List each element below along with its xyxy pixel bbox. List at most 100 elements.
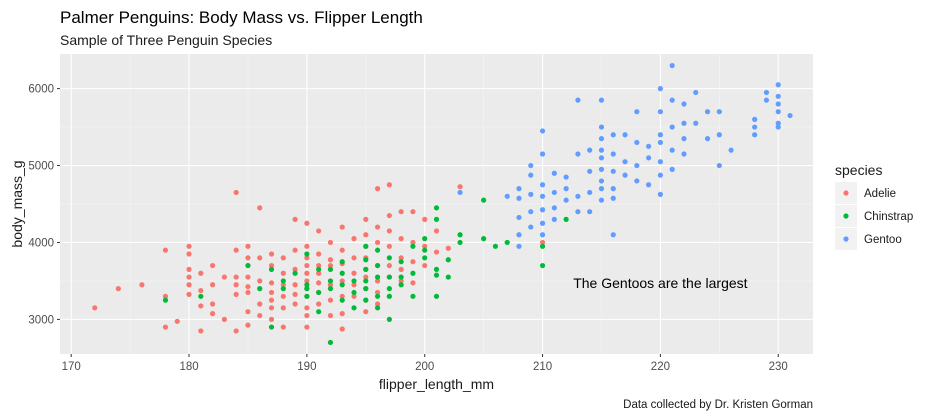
data-point-adelie	[198, 287, 204, 294]
data-point-adelie	[268, 262, 275, 269]
data-point-adelie	[386, 243, 392, 249]
data-point-adelie	[398, 209, 404, 215]
data-point-gentoo	[716, 132, 722, 138]
data-point-adelie	[351, 255, 357, 261]
major-gridlines	[60, 54, 813, 354]
data-point-adelie	[422, 216, 428, 222]
data-point-gentoo	[551, 170, 557, 176]
data-point-adelie	[304, 270, 310, 276]
data-point-chinstrap	[386, 274, 392, 280]
data-point-gentoo	[598, 186, 605, 192]
data-point-adelie	[280, 293, 286, 299]
data-point-gentoo	[763, 89, 770, 96]
data-point-adelie	[351, 293, 357, 299]
data-point-adelie	[233, 189, 239, 196]
data-point-adelie	[386, 182, 392, 188]
data-point-adelie	[186, 251, 192, 257]
data-point-gentoo	[575, 193, 581, 199]
data-point-gentoo	[752, 124, 758, 130]
data-point-gentoo	[634, 162, 640, 169]
data-point-adelie	[433, 228, 440, 234]
data-point-gentoo	[622, 159, 628, 165]
data-point-gentoo	[610, 168, 616, 174]
data-point-adelie	[221, 316, 227, 322]
y-axis-ticks: 3000 4000 5000 6000	[28, 84, 60, 326]
data-point-chinstrap	[292, 270, 298, 276]
data-point-adelie	[268, 289, 275, 296]
data-point-adelie	[115, 286, 121, 292]
data-point-chinstrap	[257, 286, 263, 292]
data-point-chinstrap	[492, 243, 499, 249]
data-point-gentoo	[528, 191, 534, 197]
data-point-chinstrap	[374, 305, 381, 311]
data-point-gentoo	[539, 220, 546, 226]
data-point-gentoo	[539, 232, 546, 238]
data-point-chinstrap	[268, 266, 275, 272]
x-tick-label: 220	[651, 361, 670, 373]
data-point-adelie	[316, 301, 322, 307]
data-point-adelie	[363, 232, 369, 238]
data-point-chinstrap	[457, 239, 463, 246]
data-point-gentoo	[516, 214, 522, 221]
data-point-gentoo	[598, 124, 605, 130]
data-point-adelie	[292, 282, 298, 288]
data-point-adelie	[304, 305, 310, 311]
data-point-adelie	[351, 270, 357, 276]
data-point-chinstrap	[410, 270, 416, 276]
data-point-gentoo	[587, 168, 593, 174]
data-point-adelie	[198, 270, 204, 276]
data-point-adelie	[292, 301, 298, 307]
data-point-chinstrap	[304, 293, 310, 299]
data-point-chinstrap	[316, 289, 322, 296]
data-point-adelie	[257, 312, 263, 319]
data-point-gentoo	[528, 224, 534, 230]
data-point-chinstrap	[481, 236, 487, 242]
x-axis-title: flipper_length_mm	[379, 376, 494, 392]
data-point-adelie	[257, 301, 263, 307]
data-point-gentoo	[669, 97, 675, 103]
data-point-chinstrap	[457, 232, 463, 238]
data-point-gentoo	[775, 120, 781, 126]
data-point-gentoo	[716, 109, 722, 115]
data-point-gentoo	[728, 147, 734, 153]
data-point-gentoo	[539, 128, 546, 134]
data-point-chinstrap	[327, 278, 334, 284]
data-point-adelie	[327, 262, 334, 269]
data-point-adelie	[268, 305, 275, 311]
data-point-gentoo	[598, 178, 605, 184]
data-point-adelie	[445, 245, 451, 251]
data-point-gentoo	[563, 186, 569, 192]
data-point-chinstrap	[422, 236, 428, 242]
data-point-adelie	[198, 303, 204, 309]
data-point-chinstrap	[410, 243, 416, 249]
data-point-gentoo	[657, 132, 663, 138]
x-axis-ticks: 170 180 190 200 210 220 230	[62, 354, 788, 373]
data-point-chinstrap	[563, 216, 569, 222]
data-point-gentoo	[657, 159, 663, 165]
data-point-chinstrap	[433, 272, 440, 278]
data-point-chinstrap	[398, 274, 404, 280]
data-point-chinstrap	[539, 262, 546, 269]
data-point-chinstrap	[339, 259, 345, 265]
data-point-adelie	[363, 216, 369, 222]
data-point-chinstrap	[386, 293, 392, 299]
data-point-gentoo	[551, 216, 557, 222]
data-point-gentoo	[575, 151, 581, 157]
data-point-adelie	[374, 289, 381, 296]
data-point-gentoo	[587, 209, 593, 215]
data-point-chinstrap	[363, 257, 369, 263]
data-point-chinstrap	[198, 293, 204, 299]
data-point-gentoo	[634, 139, 640, 146]
data-point-gentoo	[457, 189, 463, 196]
data-point-adelie	[221, 274, 227, 280]
data-point-adelie	[292, 291, 298, 297]
data-point-chinstrap	[398, 282, 404, 288]
data-point-chinstrap	[374, 293, 381, 299]
data-point-adelie	[233, 282, 239, 288]
data-point-adelie	[410, 259, 416, 265]
data-point-gentoo	[622, 172, 628, 178]
data-point-adelie	[210, 282, 216, 288]
data-point-adelie	[339, 224, 345, 230]
data-point-chinstrap	[386, 286, 392, 292]
data-point-gentoo	[598, 97, 605, 103]
